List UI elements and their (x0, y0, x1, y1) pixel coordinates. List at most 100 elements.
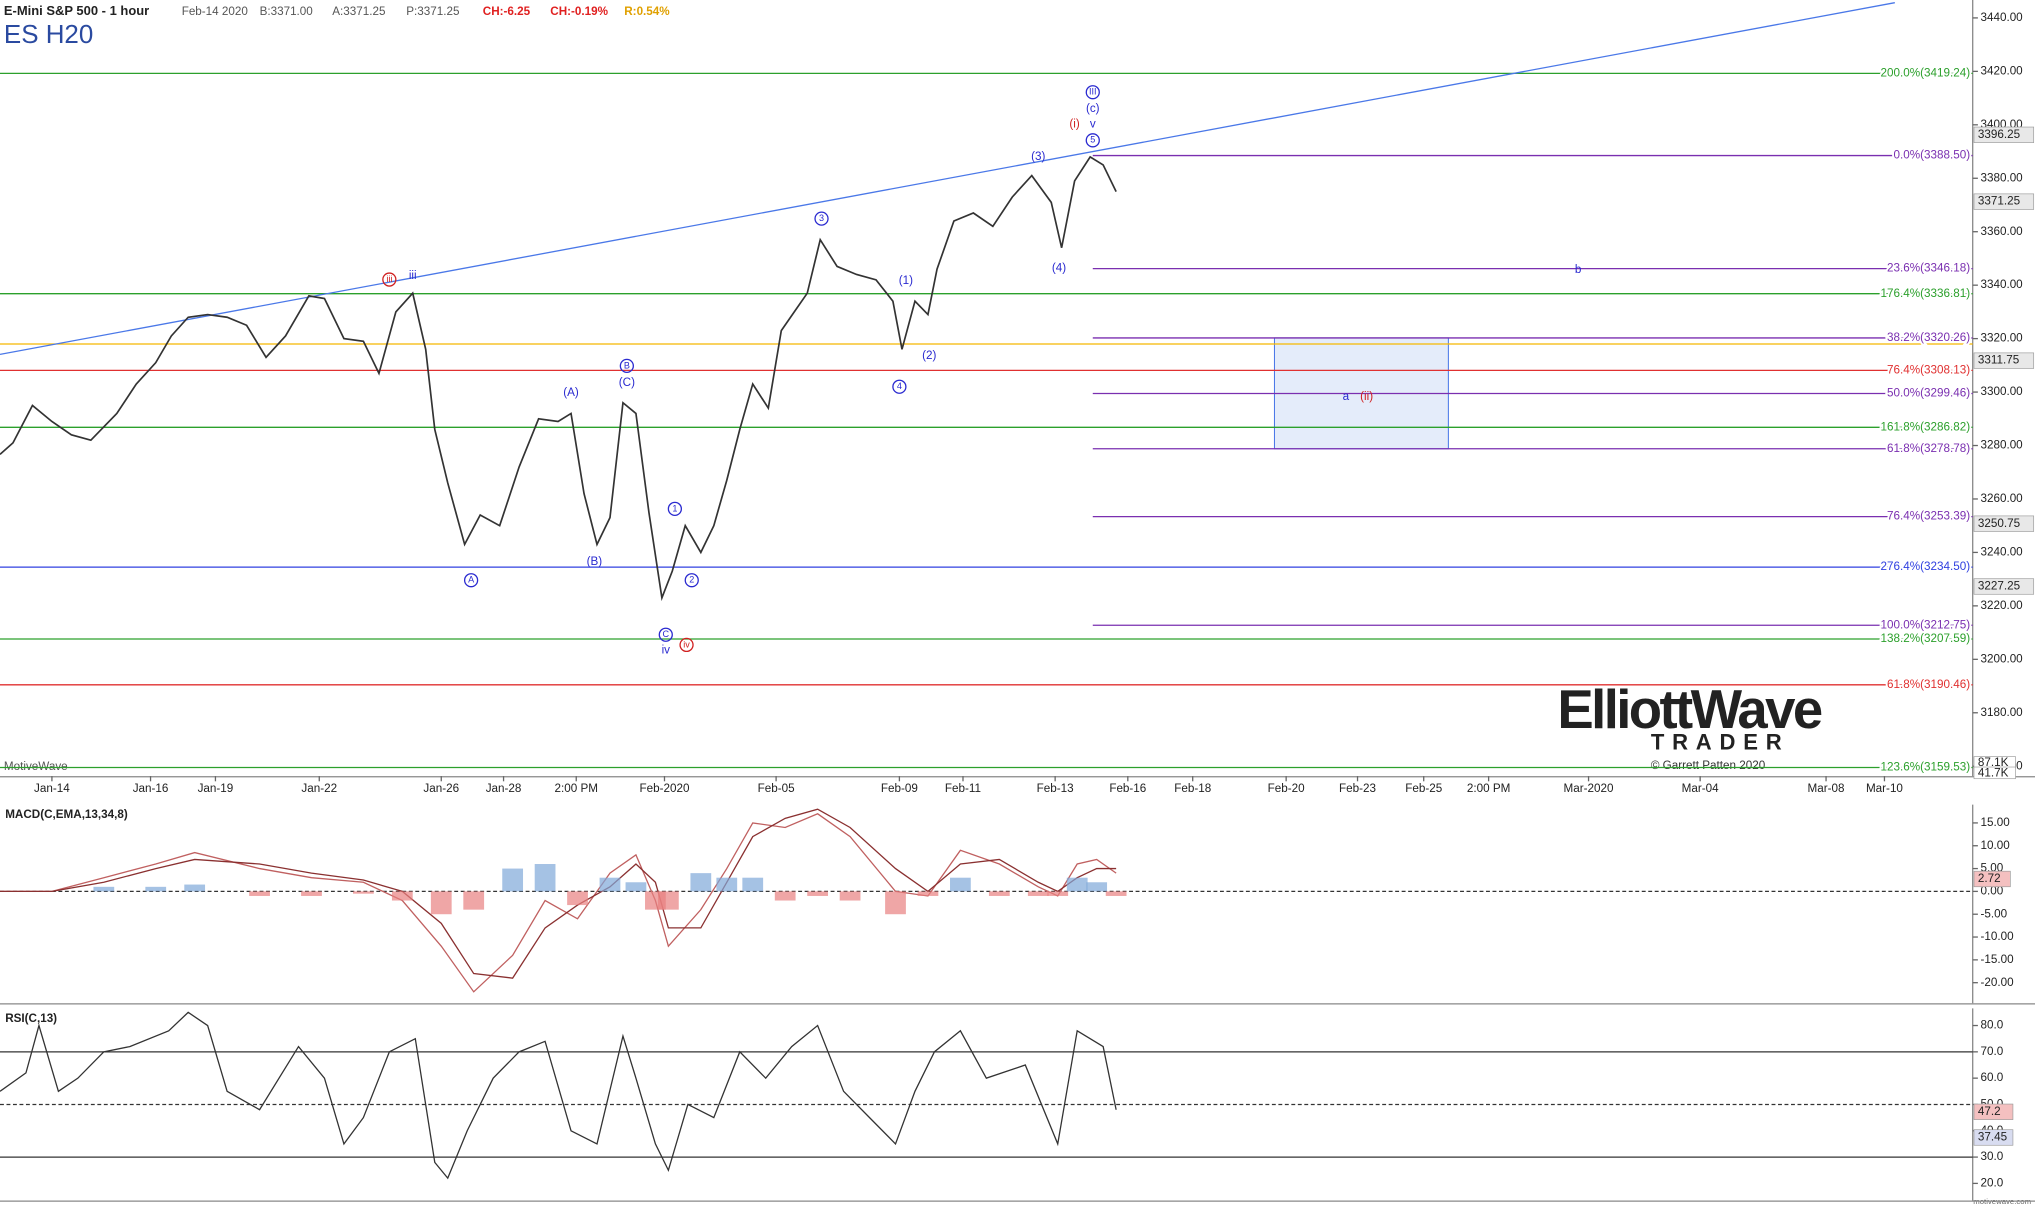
wave-label: 3 (819, 213, 824, 223)
value-tag-label: 47.2 (1978, 1105, 2001, 1118)
x-tick-label: Mar-08 (1808, 782, 1845, 795)
histogram-bar (1105, 891, 1127, 896)
volume-tag-label: 87.1K (1978, 756, 2009, 769)
y-tick-label: 3220.00 (1980, 599, 2023, 612)
fib-level-label: 23.6%(3346.18) (1887, 262, 1970, 275)
wave-circle (463, 573, 479, 588)
y-tick-label: -15.00 (1980, 953, 2014, 966)
wave-circle (892, 379, 907, 394)
y-tick-label: 3180.00 (1980, 706, 2023, 719)
y-tick-label: 3340.00 (1980, 278, 2023, 291)
wave-label: (i) (1069, 118, 1079, 131)
price-line (0, 155, 1117, 602)
fib-level-label: 138.2%(3207.59) (1881, 632, 1971, 645)
bar-date: Feb-14 2020 (182, 5, 249, 18)
y-tick-label: 60.0 (1980, 1071, 2003, 1084)
histogram-bar (301, 891, 322, 896)
price-tag (1973, 515, 2035, 532)
histogram-bar (184, 884, 206, 892)
x-tick-label: Jan-14 (34, 782, 70, 795)
fib-level-label: 176.4%(3336.81) (1881, 287, 1971, 300)
histogram-bar (658, 891, 679, 910)
fib-level-label: 38.2%(3320.26) (1887, 331, 1970, 344)
wave-label: C (663, 629, 670, 639)
value-tag-label: 2.72 (1978, 872, 2001, 885)
histogram-bar (391, 891, 413, 901)
x-tick-label: Feb-23 (1339, 782, 1376, 795)
y-tick-label: 3240.00 (1980, 545, 2023, 558)
x-tick-label: Feb-09 (881, 782, 918, 795)
wave-circle (1085, 85, 1100, 100)
price-tag-label: 3227.25 (1978, 580, 2020, 593)
fib-level-label: 50.0%(3299.46) (1887, 387, 1970, 400)
x-tick-label: Feb-11 (945, 782, 981, 795)
histogram-bar (690, 873, 712, 892)
wave-circle (667, 501, 683, 516)
histogram-bar (1066, 877, 1088, 892)
ask: A:3371.25 (332, 5, 385, 18)
fib-level-label: 276.4%(3234.50) (1881, 560, 1971, 573)
histogram-bar (1047, 891, 1069, 896)
wave-label: (ii) (1360, 390, 1373, 403)
histogram-bar (1027, 891, 1049, 896)
wave-label: B (624, 360, 630, 370)
wave-circle (679, 637, 694, 653)
wave-label: (C) (619, 376, 635, 389)
histogram-bar (463, 891, 485, 910)
y-tick-label: 3300.00 (1980, 385, 2023, 398)
volume-tag (1973, 766, 2016, 780)
y-tick-label: -5.00 (1980, 907, 2007, 920)
histogram-bar (885, 891, 906, 915)
rsi-line (0, 1011, 1117, 1180)
value-tag (1973, 870, 2011, 888)
fib-level-label: 76.4%(3253.39) (1887, 510, 1970, 523)
wave-label: 2 (689, 575, 694, 585)
symbol-name: E-Mini S&P 500 - 1 hour (4, 3, 149, 18)
x-tick-label: Feb-18 (1174, 782, 1211, 795)
wave-circle (684, 573, 699, 588)
value-tag-label: 37.45 (1978, 1131, 2007, 1144)
y-tick-label: 3320.00 (1980, 332, 2023, 345)
histogram-bar (774, 891, 796, 901)
histogram-bar (249, 891, 270, 896)
fib-level-label: 200.0%(3419.24) (1881, 66, 1971, 79)
histogram-bar (988, 891, 1010, 896)
wave-label: (c) (1086, 102, 1100, 115)
wave-label: (2) (922, 349, 936, 362)
macd-line (0, 808, 1117, 979)
histogram-bar (1086, 882, 1108, 892)
y-tick-label: 0.00 (1980, 884, 2003, 897)
fib-level-label: 123.6%(3159.53) (1881, 761, 1971, 774)
trendline (0, 2, 1895, 356)
y-tick-label: 3380.00 (1980, 171, 2023, 184)
fib-level-label: 100.0%(3212.75) (1881, 618, 1971, 631)
wave-label: v (1090, 118, 1096, 131)
value-tag (1973, 1103, 2014, 1120)
x-tick-label: Feb-16 (1109, 782, 1146, 795)
histogram-bar (93, 886, 115, 892)
x-tick-label: Feb-05 (758, 782, 795, 795)
y-tick-label: 3260.00 (1980, 492, 2023, 505)
price-tag-label: 3396.25 (1978, 128, 2020, 141)
x-tick-label: Feb-25 (1405, 782, 1442, 795)
histogram-bar (502, 868, 524, 892)
wave-label: b (1575, 263, 1581, 276)
x-tick-label: Jan-26 (423, 782, 459, 795)
y-tick-label: 3280.00 (1980, 439, 2023, 452)
y-tick-label: -10.00 (1980, 930, 2014, 943)
wave-label: (3) (1031, 150, 1045, 163)
price-tag (1973, 578, 2035, 595)
histogram-bar (716, 877, 738, 892)
price-tag-label: 3371.25 (1978, 195, 2020, 208)
panel-title: RSI(C,13) (5, 1012, 57, 1025)
change-pct: CH:-0.19% (550, 5, 608, 18)
last-price: P:3371.25 (406, 5, 459, 18)
price-tag-label: 3250.75 (1978, 517, 2020, 530)
histogram-bar (430, 891, 452, 915)
x-tick-label: Jan-16 (133, 782, 169, 795)
y-tick-label: 3420.00 (1980, 64, 2023, 77)
histogram-bar (567, 891, 588, 906)
wave-circle (658, 627, 673, 642)
y-tick-label: 70.0 (1980, 1045, 2003, 1058)
